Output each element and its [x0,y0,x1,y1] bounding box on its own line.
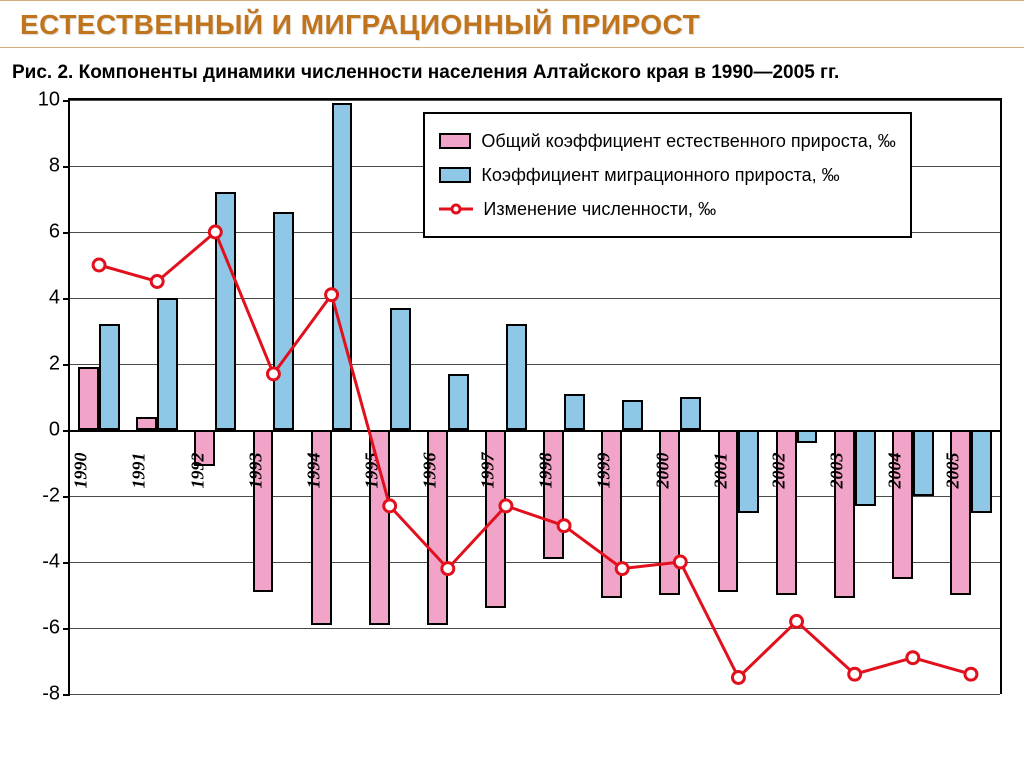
page-title: ЕСТЕСТВЕННЫЙ И МИГРАЦИОННЫЙ ПРИРОСТ [20,9,1004,41]
bar [99,324,120,430]
category-label: 1993 [245,453,266,489]
bar [680,397,701,430]
category-label: 1996 [420,453,441,489]
bar [855,430,876,506]
bar [564,394,585,430]
y-axis-label: -4 [42,551,60,574]
y-axis-label: 2 [49,352,60,375]
bar [543,430,564,559]
y-axis-label: 8 [49,154,60,177]
category-label: 2001 [710,453,731,489]
bar [157,298,178,430]
y-axis-label: 10 [38,89,60,112]
category-label: 2005 [943,453,964,489]
bar [622,400,643,430]
bar [78,367,99,430]
category-label: 1998 [536,453,557,489]
y-tick [63,166,70,168]
category-label: 1994 [303,453,324,489]
y-tick [63,364,70,366]
bar [506,324,527,430]
y-tick [63,298,70,300]
bar [136,417,157,430]
bar [273,212,294,430]
category-label: 1999 [594,453,615,489]
legend-swatch-bar [439,167,471,183]
legend-swatch-bar [439,133,471,149]
legend: Общий коэффициент естественного прироста… [423,112,911,239]
y-axis-label: -2 [42,485,60,508]
y-axis-label: -8 [42,683,60,706]
bar [738,430,759,513]
title-bar: ЕСТЕСТВЕННЫЙ И МИГРАЦИОННЫЙ ПРИРОСТ [0,0,1024,48]
y-tick [63,100,70,102]
bar [215,192,236,430]
y-axis-label: 4 [49,287,60,310]
bar [971,430,992,513]
legend-label: Коэффициент миграционного прироста, ‰ [481,158,839,192]
category-label: 1991 [129,453,150,489]
y-axis-label: -6 [42,616,60,639]
bar [913,430,934,496]
legend-swatch-line [439,200,473,218]
category-label: 1995 [361,453,382,489]
bar [332,103,353,430]
gridline [70,694,1000,695]
y-axis-label: 6 [49,220,60,243]
category-label: 2002 [768,453,789,489]
y-tick [63,694,70,696]
legend-item: Изменение численности, ‰ [439,192,895,226]
legend-item: Общий коэффициент естественного прироста… [439,124,895,158]
legend-label: Изменение численности, ‰ [483,192,716,226]
y-tick [63,496,70,498]
legend-item: Коэффициент миграционного прироста, ‰ [439,158,895,192]
bar [448,374,469,430]
y-axis-label: 0 [49,419,60,442]
y-tick [63,562,70,564]
bar [390,308,411,430]
y-tick [63,232,70,234]
y-tick [63,628,70,630]
category-label: 2003 [826,453,847,489]
category-label: 1997 [478,453,499,489]
legend-label: Общий коэффициент естественного прироста… [481,124,895,158]
category-label: 1992 [187,453,208,489]
bar [797,430,818,443]
chart-subtitle: Рис. 2. Компоненты динамики численности … [0,48,1024,88]
category-label: 1990 [71,453,92,489]
category-label: 2004 [885,453,906,489]
y-tick [63,430,70,432]
plot-area: -8-6-4-202468101990199119921993199419951… [68,98,1002,694]
category-label: 2000 [652,453,673,489]
chart-area: -8-6-4-202468101990199119921993199419951… [8,94,1016,734]
